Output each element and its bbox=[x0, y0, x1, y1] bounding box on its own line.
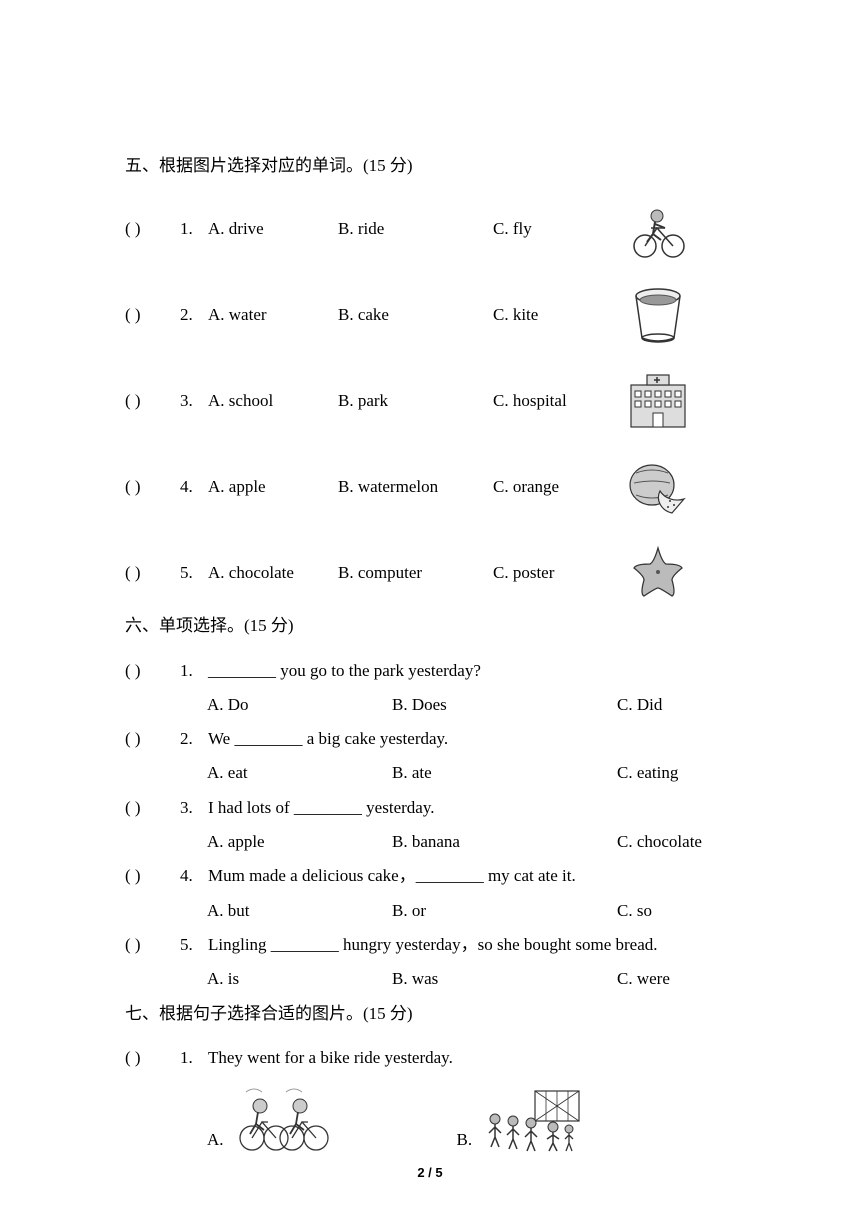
q-number: 5. bbox=[180, 929, 208, 961]
s6-q3: ( ) 3. I had lots of ________ yesterday.… bbox=[125, 792, 735, 859]
option-c: C. so bbox=[617, 895, 652, 927]
q-number: 1. bbox=[180, 213, 208, 245]
section-7-title: 七、根据句子选择合适的图片。(15 分) bbox=[125, 998, 735, 1030]
option-a: A. is bbox=[207, 963, 392, 995]
s5-q1: ( ) 1. A. drive B. ride C. fly bbox=[125, 194, 735, 264]
s5-q2: ( ) 2. A. water B. cake C. kite bbox=[125, 280, 735, 350]
cup-icon bbox=[623, 280, 693, 350]
answer-blank[interactable]: ( ) bbox=[125, 299, 180, 331]
q-stem: They went for a bike ride yesterday. bbox=[208, 1042, 453, 1074]
page-number: 2 / 5 bbox=[0, 1161, 860, 1186]
option-a: A. apple bbox=[207, 826, 392, 858]
option-b: B. banana bbox=[392, 826, 617, 858]
s6-q1: ( ) 1. ________ you go to the park yeste… bbox=[125, 655, 735, 722]
option-c: C. hospital bbox=[493, 385, 623, 417]
option-b: B. park bbox=[338, 385, 493, 417]
s7-q1: ( ) 1. They went for a bike ride yesterd… bbox=[125, 1042, 735, 1074]
answer-blank[interactable]: ( ) bbox=[125, 471, 180, 503]
answer-blank[interactable]: ( ) bbox=[125, 792, 180, 824]
option-a: A. apple bbox=[208, 471, 338, 503]
bike-icon bbox=[623, 194, 693, 264]
s6-q2: ( ) 2. We ________ a big cake yesterday.… bbox=[125, 723, 735, 790]
answer-blank[interactable]: ( ) bbox=[125, 860, 180, 892]
answer-blank[interactable]: ( ) bbox=[125, 655, 180, 687]
s7-q1-options: A. B. bbox=[125, 1076, 735, 1156]
section-5: 五、根据图片选择对应的单词。(15 分) ( ) 1. A. drive B. … bbox=[125, 150, 735, 608]
answer-blank[interactable]: ( ) bbox=[125, 213, 180, 245]
q-number: 5. bbox=[180, 557, 208, 589]
option-b: B. watermelon bbox=[338, 471, 493, 503]
q-number: 1. bbox=[180, 1042, 208, 1074]
q-stem: We ________ a big cake yesterday. bbox=[208, 723, 448, 755]
option-c: C. orange bbox=[493, 471, 623, 503]
answer-blank[interactable]: ( ) bbox=[125, 929, 180, 961]
s5-q3: ( ) 3. A. school B. park C. hospital bbox=[125, 366, 735, 436]
hospital-icon bbox=[623, 366, 693, 436]
option-a: A. school bbox=[208, 385, 338, 417]
option-a: A. Do bbox=[207, 689, 392, 721]
answer-blank[interactable]: ( ) bbox=[125, 1042, 180, 1074]
answer-blank[interactable]: ( ) bbox=[125, 723, 180, 755]
s5-q5: ( ) 5. A. chocolate B. computer C. poste… bbox=[125, 538, 735, 608]
q-number: 3. bbox=[180, 385, 208, 417]
q-number: 2. bbox=[180, 723, 208, 755]
option-b: B. ride bbox=[338, 213, 493, 245]
q-stem: Lingling ________ hungry yesterday，so sh… bbox=[208, 929, 658, 961]
s6-q4: ( ) 4. Mum made a delicious cake，_______… bbox=[125, 860, 735, 927]
watermelon-icon bbox=[623, 452, 693, 522]
q-number: 4. bbox=[180, 471, 208, 503]
option-b-group: B. bbox=[457, 1076, 586, 1156]
q-number: 2. bbox=[180, 299, 208, 331]
option-c: C. chocolate bbox=[617, 826, 702, 858]
option-a: A. water bbox=[208, 299, 338, 331]
option-c: C. Did bbox=[617, 689, 662, 721]
q-stem: Mum made a delicious cake，________ my ca… bbox=[208, 860, 576, 892]
option-c: C. were bbox=[617, 963, 670, 995]
q-number: 3. bbox=[180, 792, 208, 824]
option-a: A. but bbox=[207, 895, 392, 927]
q-number: 1. bbox=[180, 655, 208, 687]
option-b-label: B. bbox=[457, 1124, 473, 1156]
option-c: C. fly bbox=[493, 213, 623, 245]
option-a: A. drive bbox=[208, 213, 338, 245]
s6-q5: ( ) 5. Lingling ________ hungry yesterda… bbox=[125, 929, 735, 996]
option-b: B. ate bbox=[392, 757, 617, 789]
bike-ride-icon bbox=[227, 1076, 337, 1156]
option-a: A. eat bbox=[207, 757, 392, 789]
option-a-group: A. bbox=[207, 1076, 337, 1156]
s5-q4: ( ) 4. A. apple B. watermelon C. orange bbox=[125, 452, 735, 522]
section-6-title: 六、单项选择。(15 分) bbox=[125, 610, 735, 642]
option-b: B. cake bbox=[338, 299, 493, 331]
answer-blank[interactable]: ( ) bbox=[125, 385, 180, 417]
option-b: B. computer bbox=[338, 557, 493, 589]
answer-blank[interactable]: ( ) bbox=[125, 557, 180, 589]
option-c: C. poster bbox=[493, 557, 623, 589]
option-a-label: A. bbox=[207, 1124, 224, 1156]
q-stem: ________ you go to the park yesterday? bbox=[208, 655, 481, 687]
option-b: B. Does bbox=[392, 689, 617, 721]
section-7: 七、根据句子选择合适的图片。(15 分) ( ) 1. They went fo… bbox=[125, 998, 735, 1157]
q-number: 4. bbox=[180, 860, 208, 892]
option-b: B. was bbox=[392, 963, 617, 995]
option-c: C. kite bbox=[493, 299, 623, 331]
section-5-title: 五、根据图片选择对应的单词。(15 分) bbox=[125, 150, 735, 182]
section-6: 六、单项选择。(15 分) ( ) 1. ________ you go to … bbox=[125, 610, 735, 995]
q-stem: I had lots of ________ yesterday. bbox=[208, 792, 434, 824]
star-icon bbox=[623, 538, 693, 608]
option-b: B. or bbox=[392, 895, 617, 927]
option-a: A. chocolate bbox=[208, 557, 338, 589]
playground-icon bbox=[475, 1076, 585, 1156]
option-c: C. eating bbox=[617, 757, 678, 789]
